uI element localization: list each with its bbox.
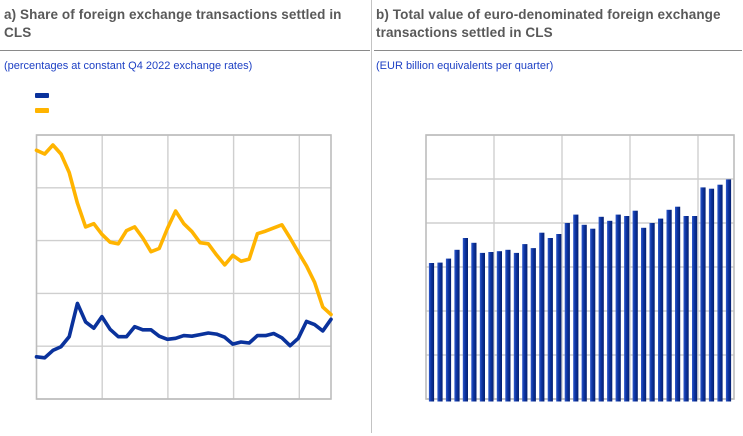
legend-swatch-yellow-line bbox=[35, 108, 49, 113]
panel-b-title: b) Total value of euro-denominated forei… bbox=[376, 7, 721, 40]
panel-a: a) Share of foreign exchange transaction… bbox=[0, 0, 371, 436]
panel-a-subtitle: (percentages at constant Q4 2022 exchang… bbox=[4, 60, 253, 72]
panel-b-title-rule bbox=[374, 50, 742, 51]
panel-b: b) Total value of euro-denominated forei… bbox=[374, 0, 743, 436]
panel-a-title-rule bbox=[0, 50, 370, 51]
panel-divider bbox=[371, 0, 372, 433]
panel-a-title: a) Share of foreign exchange transaction… bbox=[4, 7, 342, 40]
legend-swatch-blue-line bbox=[35, 93, 49, 98]
panel-b-subtitle: (EUR billion equivalents per quarter) bbox=[376, 60, 554, 72]
